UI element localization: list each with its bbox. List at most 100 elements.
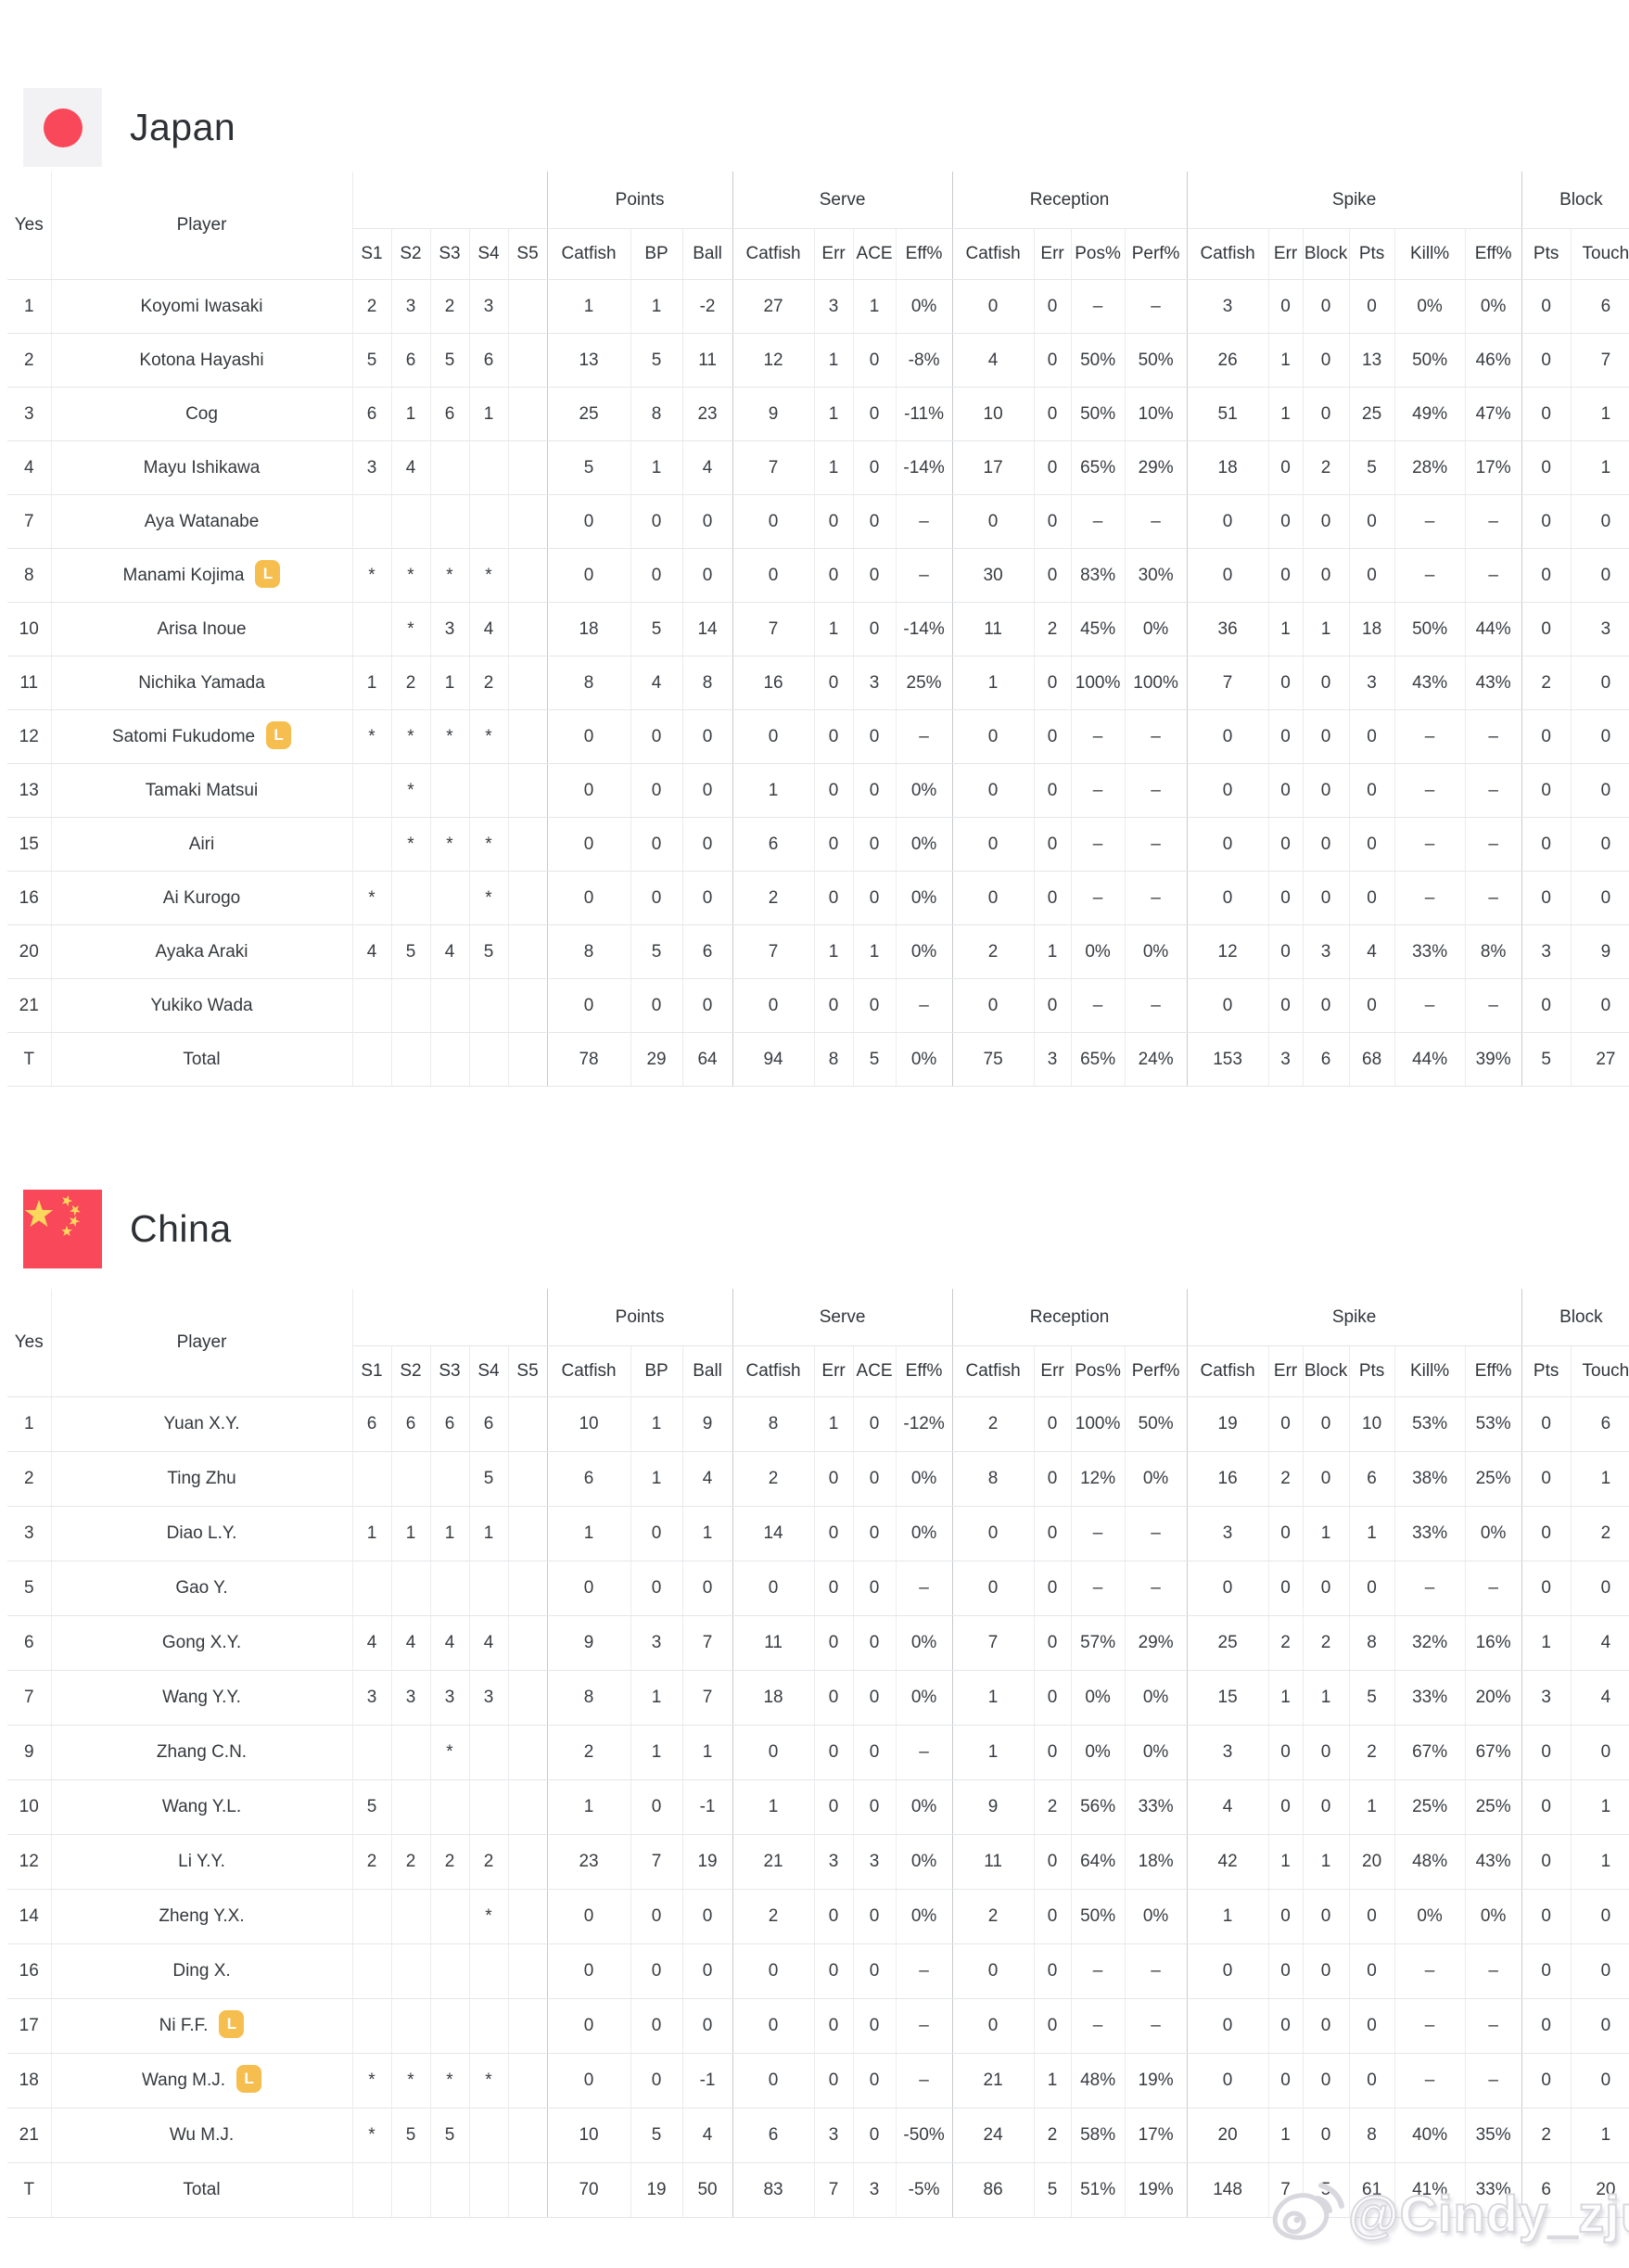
stat-cell: 3 — [429, 602, 469, 656]
player-name: Ting Zhu — [167, 1469, 236, 1488]
stat-cell — [468, 2162, 508, 2218]
stat-cell: 1 — [351, 656, 391, 710]
stat-cell: 0 — [681, 817, 733, 872]
stat-cell: 10 — [546, 2108, 631, 2163]
stat-cell: 1 — [1521, 1615, 1572, 1671]
stat-cell: – — [1124, 709, 1188, 764]
stat-cell: 2 — [732, 1889, 815, 1944]
stat-cell: 5 — [1033, 2162, 1072, 2218]
stat-cell — [507, 1725, 548, 1780]
row-number: 18 — [7, 2053, 51, 2109]
stat-cell: 0 — [951, 763, 1035, 818]
stat-cell: 1 — [1570, 1779, 1629, 1835]
stat-cell: 0 — [1348, 817, 1395, 872]
stat-cell: 0% — [895, 924, 953, 979]
stat-cell: 7 — [1267, 2162, 1304, 2218]
stat-cell: 0 — [852, 978, 897, 1033]
stat-cell: 0% — [895, 1451, 953, 1507]
stat-cell: 0 — [813, 1615, 854, 1671]
col-header-s3: S3 — [429, 228, 469, 280]
stat-cell: 1 — [951, 656, 1035, 710]
stat-cell: 0 — [1267, 1396, 1304, 1452]
stat-cell: 0 — [1521, 279, 1572, 334]
player-name: Aya Watanabe — [144, 511, 260, 531]
stat-cell: 1 — [1570, 387, 1629, 441]
row-number: T — [7, 2162, 51, 2218]
stat-cell: 0 — [1267, 817, 1304, 872]
stat-cell: 18 — [1348, 602, 1395, 656]
row-number: 13 — [7, 763, 51, 818]
stat-cell: 10 — [546, 1396, 631, 1452]
stat-cell — [507, 279, 548, 334]
stat-cell: 0 — [1302, 2053, 1350, 2109]
stat-cell: 1 — [1302, 602, 1350, 656]
stat-cell: – — [895, 494, 953, 549]
row-number: 15 — [7, 817, 51, 872]
stat-cell: 41% — [1394, 2162, 1466, 2218]
stat-cell: 5 — [390, 924, 430, 979]
stat-cell: 0 — [1186, 978, 1269, 1033]
stat-cell: 0 — [852, 817, 897, 872]
stat-cell: 0 — [1267, 924, 1304, 979]
stat-cell: 20 — [1348, 1834, 1395, 1890]
stat-cell: 3 — [1267, 1032, 1304, 1087]
stat-cell — [507, 817, 548, 872]
stat-cell: 3 — [1348, 656, 1395, 710]
stat-cell: 25% — [895, 656, 953, 710]
col-header-serve-eff: Eff% — [895, 1345, 953, 1397]
col-header-s4: S4 — [468, 1345, 508, 1397]
stat-cell: 4 — [951, 333, 1035, 388]
stat-cell: 1 — [630, 1396, 683, 1452]
stat-cell: – — [1394, 2053, 1466, 2109]
stat-cell: 0 — [1302, 871, 1350, 925]
stat-cell: 19 — [630, 2162, 683, 2218]
stat-cell: 0 — [813, 2053, 854, 2109]
stat-cell: 0% — [895, 1834, 953, 1890]
stat-cell: 4 — [351, 1615, 391, 1671]
stat-cell — [351, 978, 391, 1033]
stat-cell: * — [390, 2053, 430, 2109]
col-header-points-total: Catfish — [546, 228, 631, 280]
sub-header-row: S1 S2 S3 S4 S5 Catfish BP Ball Catfish E… — [7, 228, 1629, 280]
stat-cell: 0 — [1348, 279, 1395, 334]
stat-cell: – — [1070, 494, 1126, 549]
stat-cell: 0 — [1570, 1889, 1629, 1944]
stat-cell: 24% — [1124, 1032, 1188, 1087]
stat-cell: 67% — [1464, 1725, 1522, 1780]
stat-cell: 0 — [681, 1889, 733, 1944]
stat-cell: 0 — [1348, 978, 1395, 1033]
stat-cell: * — [390, 763, 430, 818]
stat-cell: 3 — [852, 2162, 897, 2218]
stat-cell: 0% — [895, 1032, 953, 1087]
player-row: 7 Wang Y.Y. 3 3 3 3 8 1 7 18 0 0 0% 1 0 0% 0% 15 1 1 5 33% 20%… — [7, 1670, 1629, 1726]
stat-cell: 0 — [546, 871, 631, 925]
stat-cell — [507, 1032, 548, 1087]
stat-cell: – — [1394, 978, 1466, 1033]
stat-cell: 0 — [1570, 656, 1629, 710]
libero-badge: L — [219, 2010, 245, 2038]
stat-cell: 0 — [1302, 333, 1350, 388]
player-name: Manami Kojima — [122, 565, 245, 585]
stat-cell: 0 — [546, 1561, 631, 1616]
stat-cell: 64 — [681, 1032, 733, 1087]
player-name: Cog — [185, 403, 218, 424]
stat-cell: 0 — [1033, 1834, 1072, 1890]
stat-cell: 53% — [1464, 1396, 1522, 1452]
stat-cell: 100% — [1124, 656, 1188, 710]
player-name: Zheng Y.X. — [159, 1906, 245, 1926]
stat-cell: 0 — [1302, 1779, 1350, 1835]
team-title-china: China — [130, 1207, 232, 1250]
player-row: 9 Zhang C.N. * 2 1 1 0 0 0–1 0 0% 0% 3 0 0 2 67% 67% 0 0 — [7, 1725, 1629, 1780]
group-header-row: Yes Player Points Serve Reception Spike … — [7, 1289, 1629, 1397]
player-name: Li Y.Y. — [178, 1852, 225, 1871]
col-header-spike-total: Catfish — [1186, 228, 1269, 280]
col-header-points-bp: BP — [630, 228, 683, 280]
group-header-row: Yes Player Points Serve Reception Spike … — [7, 172, 1629, 280]
stat-cell: 0 — [951, 1943, 1035, 1999]
stat-cell: 20 — [1186, 2108, 1269, 2163]
stat-cell: 1 — [1267, 1670, 1304, 1726]
stat-cell: – — [1464, 1998, 1522, 2054]
stat-cell: 6 — [1302, 1032, 1350, 1087]
row-number: T — [7, 1032, 51, 1087]
stat-cell: * — [351, 548, 391, 603]
